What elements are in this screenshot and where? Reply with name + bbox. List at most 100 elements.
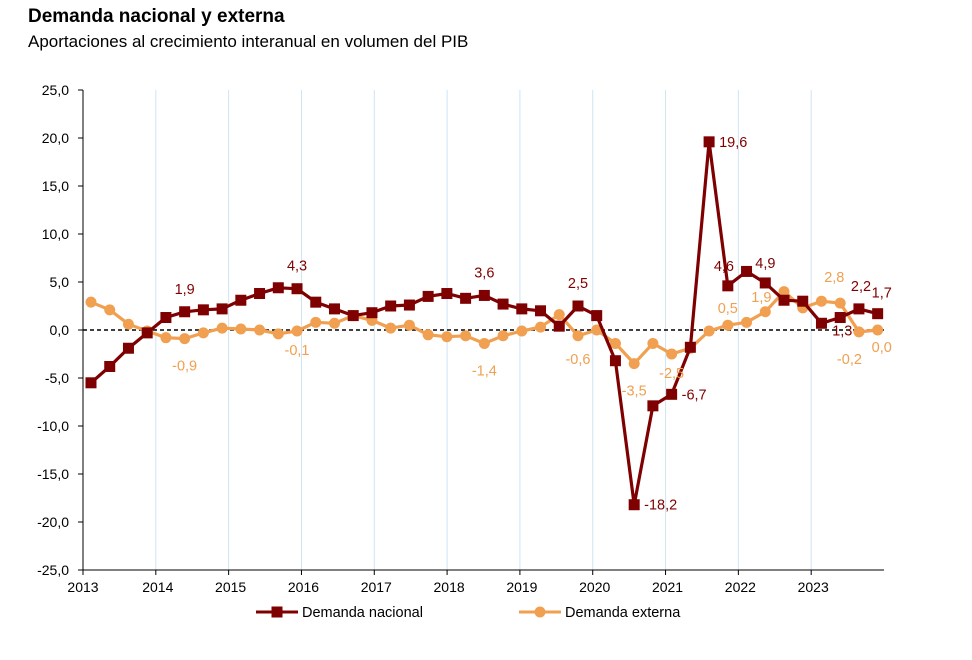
point-nacional — [141, 327, 153, 339]
point-externa — [872, 324, 884, 336]
data-label-nacional: 4,9 — [755, 256, 775, 272]
data-label-externa: -0,6 — [565, 352, 590, 368]
point-nacional — [179, 306, 191, 318]
data-label-nacional: 2,2 — [851, 279, 871, 295]
data-label-externa: -0,9 — [172, 359, 197, 375]
point-nacional — [591, 310, 603, 322]
data-label-nacional: 1,7 — [872, 286, 892, 302]
data-label-externa: 1,9 — [751, 290, 771, 306]
point-externa — [553, 309, 565, 321]
data-label-externa: 0,5 — [718, 301, 738, 317]
point-externa — [666, 348, 678, 360]
chart-title: Demanda nacional y externa — [28, 6, 285, 27]
legend-entry-nacional[interactable]: Demanda nacional — [256, 605, 423, 621]
legend-label-nacional: Demanda nacional — [302, 605, 423, 621]
point-externa — [197, 327, 209, 339]
point-externa — [403, 319, 415, 331]
point-externa — [497, 330, 509, 342]
point-externa — [628, 358, 640, 370]
y-tick-label: 20,0 — [42, 130, 69, 146]
point-nacional — [572, 300, 584, 312]
point-nacional — [310, 296, 322, 308]
data-label-externa: -2,5 — [659, 366, 684, 382]
chart-subtitle: Aportaciones al crecimiento interanual e… — [28, 32, 469, 51]
point-externa — [385, 322, 397, 334]
x-tick-label: 2016 — [288, 579, 319, 595]
x-tick-label: 2017 — [361, 579, 392, 595]
point-externa — [853, 326, 865, 338]
point-externa — [591, 324, 603, 336]
x-tick-label: 2019 — [506, 579, 537, 595]
point-externa — [609, 337, 621, 349]
point-nacional — [122, 342, 134, 354]
point-nacional — [291, 283, 303, 295]
y-tick-label: 15,0 — [42, 178, 69, 194]
point-nacional — [366, 307, 378, 319]
point-externa — [291, 325, 303, 337]
data-label-nacional: 4,6 — [714, 259, 734, 275]
point-externa — [272, 328, 284, 340]
point-nacional — [553, 320, 565, 332]
point-nacional — [815, 317, 827, 329]
point-externa — [478, 337, 490, 349]
data-label-externa: 2,8 — [824, 270, 844, 286]
x-tick-label: 2014 — [142, 579, 173, 595]
x-tick-label: 2023 — [798, 579, 829, 595]
series — [85, 136, 884, 511]
point-nacional — [216, 303, 228, 315]
point-nacional — [328, 303, 340, 315]
point-nacional — [516, 303, 528, 315]
point-externa — [422, 329, 434, 341]
point-nacional — [422, 290, 434, 302]
point-nacional — [628, 499, 640, 511]
point-externa — [85, 296, 97, 308]
point-nacional — [235, 294, 247, 306]
y-tick-label: 5,0 — [50, 274, 70, 290]
data-label-externa: 0,0 — [872, 340, 892, 356]
point-externa — [254, 324, 266, 336]
data-label-externa: -0,1 — [285, 343, 310, 359]
data-label-nacional: 1,3 — [832, 324, 852, 340]
data-label-externa: -0,2 — [837, 352, 862, 368]
point-externa — [441, 331, 453, 343]
data-label-externa: -3,5 — [622, 384, 647, 400]
data-label-nacional: -6,7 — [682, 387, 707, 403]
y-tick-label: 10,0 — [42, 226, 69, 242]
x-tick-label: 2020 — [579, 579, 610, 595]
x-tick-label: 2018 — [434, 579, 465, 595]
point-externa — [722, 319, 734, 331]
point-nacional — [403, 299, 415, 311]
y-tick-label: 25,0 — [42, 82, 69, 98]
data-label-nacional: -18,2 — [644, 498, 677, 514]
point-externa — [535, 321, 547, 333]
point-nacional — [272, 282, 284, 294]
point-nacional — [385, 300, 397, 312]
axes: 2013 2014 2015 2016 2017 2018 2019 2020 2021 2022… — [37, 82, 884, 595]
point-externa — [122, 318, 134, 330]
point-nacional — [160, 312, 172, 324]
point-nacional — [254, 288, 266, 300]
point-externa — [235, 323, 247, 335]
point-nacional — [853, 303, 865, 315]
y-tick-label: -10,0 — [37, 418, 69, 434]
data-label-nacional: 2,5 — [568, 276, 588, 292]
point-externa — [572, 330, 584, 342]
point-externa — [834, 297, 846, 309]
point-externa — [179, 333, 191, 345]
data-label-externa: -1,4 — [472, 363, 497, 379]
point-externa — [647, 337, 659, 349]
legend-entry-externa[interactable]: Demanda externa — [519, 605, 681, 621]
point-externa — [160, 332, 172, 344]
point-externa — [741, 316, 753, 328]
point-externa — [759, 306, 771, 318]
y-tick-label: -20,0 — [37, 514, 69, 530]
point-nacional — [778, 294, 790, 306]
point-nacional — [797, 295, 809, 307]
x-tick-label: 2013 — [67, 579, 98, 595]
series-line-nacional — [89, 140, 879, 507]
point-externa — [778, 286, 790, 298]
point-externa — [815, 295, 827, 307]
point-nacional — [759, 277, 771, 289]
point-nacional — [666, 388, 678, 400]
point-externa — [703, 325, 715, 337]
